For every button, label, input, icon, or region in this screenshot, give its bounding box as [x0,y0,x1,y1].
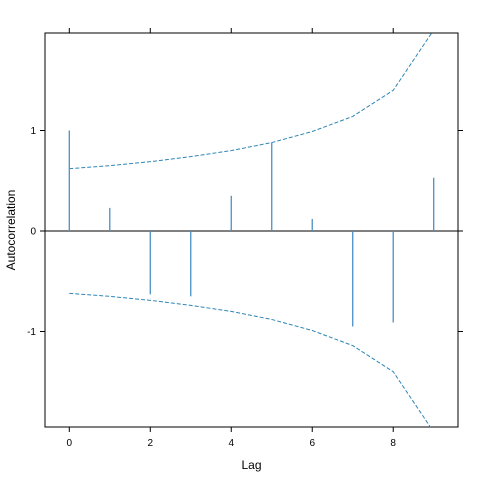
confidence-band-upper [69,33,433,170]
y-axis-ticks: -1 0 1 [27,126,463,338]
y-tick-label: 0 [30,227,36,238]
x-axis-title: Lag [241,458,261,472]
x-axis-ticks: 0 2 4 6 8 [67,28,396,449]
y-tick-label: 1 [30,126,36,137]
acf-spike-layer [68,130,435,327]
x-tick-label: 0 [67,438,73,449]
x-tick-label: 6 [309,438,315,449]
x-tick-label: 2 [147,438,153,449]
confidence-band-lower [69,292,431,427]
x-tick-label: 8 [390,438,396,449]
y-tick-label: -1 [27,327,36,338]
confidence-band-layer [69,33,433,427]
y-axis-title: Autocorrelation [4,190,18,271]
plot-frame [44,32,459,428]
x-tick-label: 4 [228,438,234,449]
